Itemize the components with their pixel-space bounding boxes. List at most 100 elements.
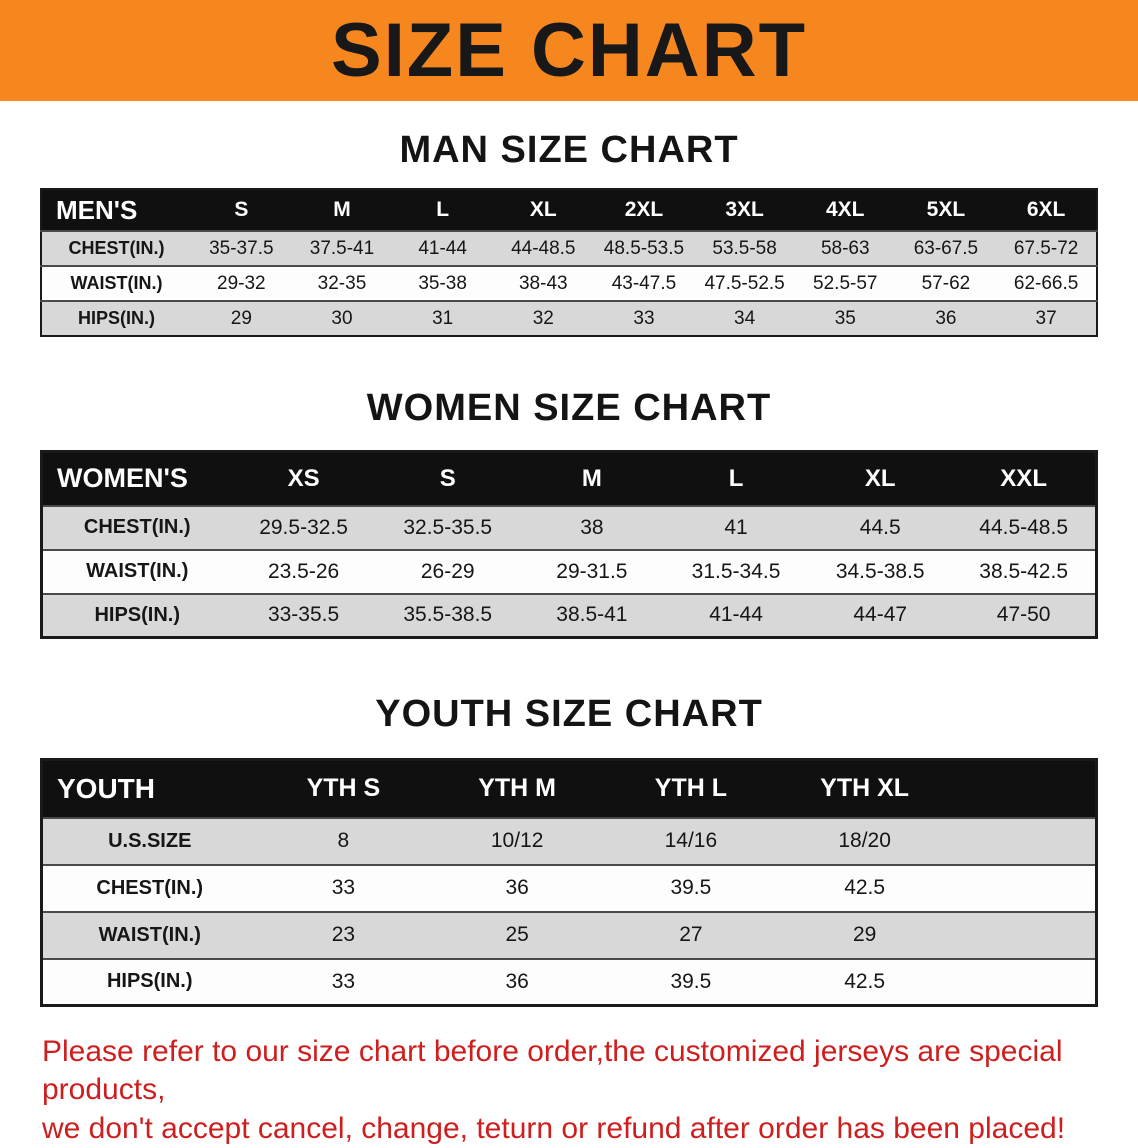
size-column-header: YTH L (604, 759, 778, 818)
size-value: 44-47 (853, 603, 908, 627)
size-value: 48.5-53.5 (603, 237, 685, 259)
size-value: 32-35 (317, 272, 367, 294)
size-value: 33 (331, 969, 356, 993)
youth-section-heading: YOUTH SIZE CHART (375, 693, 763, 735)
size-value: 29-32 (217, 272, 266, 294)
size-value: 41-44 (709, 603, 763, 627)
size-value: 42.5 (844, 876, 886, 899)
measurement-row: HIPS(IN.) 33-35.5 35.5-38.5 38.5-41 41-44 44-… (41, 593, 1097, 638)
measurement-label: WAIST(IN.) (70, 273, 163, 293)
spacer-cell (952, 912, 1097, 959)
measurement-label: CHEST(IN.) (68, 238, 165, 258)
size-column-header: XL (492, 189, 594, 231)
size-value: 34 (734, 307, 756, 329)
size-value: 35-38 (418, 272, 467, 294)
size-column-header: 3XL (694, 189, 795, 231)
size-value: 39.5 (670, 876, 712, 899)
size-value: 62-66.5 (1013, 272, 1079, 294)
women-size-table: WOMEN'S XS S M L XL XXL CHEST(IN.) 29.5-32.5 32.5… (40, 450, 1098, 639)
size-value: 35-37.5 (209, 237, 274, 259)
measurement-label: WAIST(IN.) (98, 923, 201, 946)
size-value: 42.5 (844, 969, 886, 993)
size-value: 33-35.5 (267, 603, 340, 627)
measurement-label: HIPS(IN.) (106, 970, 193, 993)
youth-size-table: YOUTH YTH S YTH M YTH L YTH XL U.S.SIZE 8 10/12… (40, 758, 1098, 1007)
measurement-label: HIPS(IN.) (94, 603, 181, 626)
size-value: 10/12 (490, 829, 544, 852)
size-column-header: M (291, 189, 393, 231)
size-value: 36 (935, 307, 957, 329)
size-value: 8 (337, 829, 350, 852)
size-value: 35.5-38.5 (403, 603, 493, 627)
size-value: 32.5-35.5 (403, 515, 493, 539)
measurement-row: CHEST(IN.) 29.5-32.5 32.5-35.5 38 41 44.5 44.5… (41, 505, 1097, 550)
size-value: 33 (633, 307, 655, 329)
table-header-row: WOMEN'S XS S M L XL XXL (41, 451, 1097, 506)
size-value: 36 (505, 876, 529, 899)
size-column-header: 5XL (895, 189, 997, 231)
size-value: 38.5-41 (556, 603, 628, 627)
spacer-cell (952, 959, 1097, 1006)
measurement-label: U.S.SIZE (108, 829, 192, 852)
table-corner-label: YOUTH (41, 759, 257, 818)
size-column-header: XL (808, 451, 953, 506)
women-section-heading: WOMEN SIZE CHART (366, 387, 772, 429)
size-value: 26-29 (420, 559, 475, 583)
size-value: 36 (505, 969, 529, 993)
size-value: 35 (834, 307, 856, 329)
size-value: 32 (532, 307, 554, 329)
size-column-header: XXL (952, 451, 1097, 506)
table-corner-label: MEN'S (41, 189, 191, 231)
size-value: 29 (230, 307, 252, 329)
size-value: 29.5-32.5 (259, 515, 348, 539)
measurement-label: WAIST(IN.) (86, 560, 189, 582)
size-value: 31.5-34.5 (691, 559, 781, 583)
size-value: 44-48.5 (511, 237, 576, 259)
size-value: 31 (432, 307, 454, 329)
measurement-row: WAIST(IN.) 23 25 27 29 (41, 911, 1097, 959)
table-header-row: MEN'S S M L XL 2XL 3XL 4XL 5XL 6XL (41, 189, 1097, 231)
size-value: 25 (505, 923, 529, 946)
size-value: 63-67.5 (913, 237, 979, 259)
size-value: 38 (580, 515, 604, 539)
banner: SIZE CHART (0, 0, 1138, 101)
size-value: 23.5-26 (267, 559, 340, 583)
measurement-row: WAIST(IN.) 29-32 32-35 35-38 38-43 43-47.5 47.… (41, 266, 1097, 301)
disclaimer-text: Please refer to our size chart before or… (42, 1033, 1096, 1148)
size-value: 41-44 (418, 237, 467, 259)
size-value: 43-47.5 (611, 272, 677, 294)
size-column-header: 4XL (794, 189, 896, 231)
size-column-header: 2XL (593, 189, 695, 231)
size-value: 47.5-52.5 (704, 272, 785, 294)
page-title: SIZE CHART (331, 7, 807, 93)
size-column-header: YTH XL (777, 759, 952, 818)
measurement-label: CHEST(IN.) (96, 876, 204, 899)
size-value: 37 (1035, 307, 1057, 329)
table-corner-label: WOMEN'S (41, 451, 232, 506)
size-value: 33 (331, 876, 356, 899)
size-value: 44.5-48.5 (979, 515, 1069, 539)
measurement-row: CHEST(IN.) 35-37.5 37.5-41 41-44 44-48.5 48.5… (41, 231, 1097, 266)
measurement-row: WAIST(IN.) 23.5-26 26-29 29-31.5 31.5-34.5 34… (41, 549, 1097, 594)
size-value: 53.5-58 (712, 237, 777, 259)
spacer-cell (952, 818, 1097, 865)
size-value: 39.5 (670, 969, 712, 993)
size-column-header: YTH S (256, 759, 431, 818)
size-value: 52.5-57 (813, 272, 878, 294)
size-value: 44.5 (859, 515, 901, 539)
measurement-label: HIPS(IN.) (77, 308, 155, 328)
measurement-row: HIPS(IN.) 33 36 39.5 42.5 (41, 958, 1097, 1006)
measurement-row: U.S.SIZE 8 10/12 14/16 18/20 (41, 817, 1097, 865)
size-value: 14/16 (664, 829, 718, 852)
measurement-row: HIPS(IN.) 29 30 31 32 33 34 35 36 37 (41, 301, 1097, 336)
disclaimer-line-2: we don't accept cancel, change, teturn o… (42, 1111, 1066, 1145)
size-column-header: XS (231, 451, 376, 506)
size-value: 58-63 (820, 237, 870, 259)
size-value: 57-62 (921, 272, 971, 294)
size-value: 30 (331, 307, 353, 329)
size-value: 29-31.5 (556, 559, 628, 583)
size-column-header: YTH M (430, 759, 604, 818)
size-value: 18/20 (838, 829, 891, 852)
table-header-row: YOUTH YTH S YTH M YTH L YTH XL (41, 759, 1097, 818)
